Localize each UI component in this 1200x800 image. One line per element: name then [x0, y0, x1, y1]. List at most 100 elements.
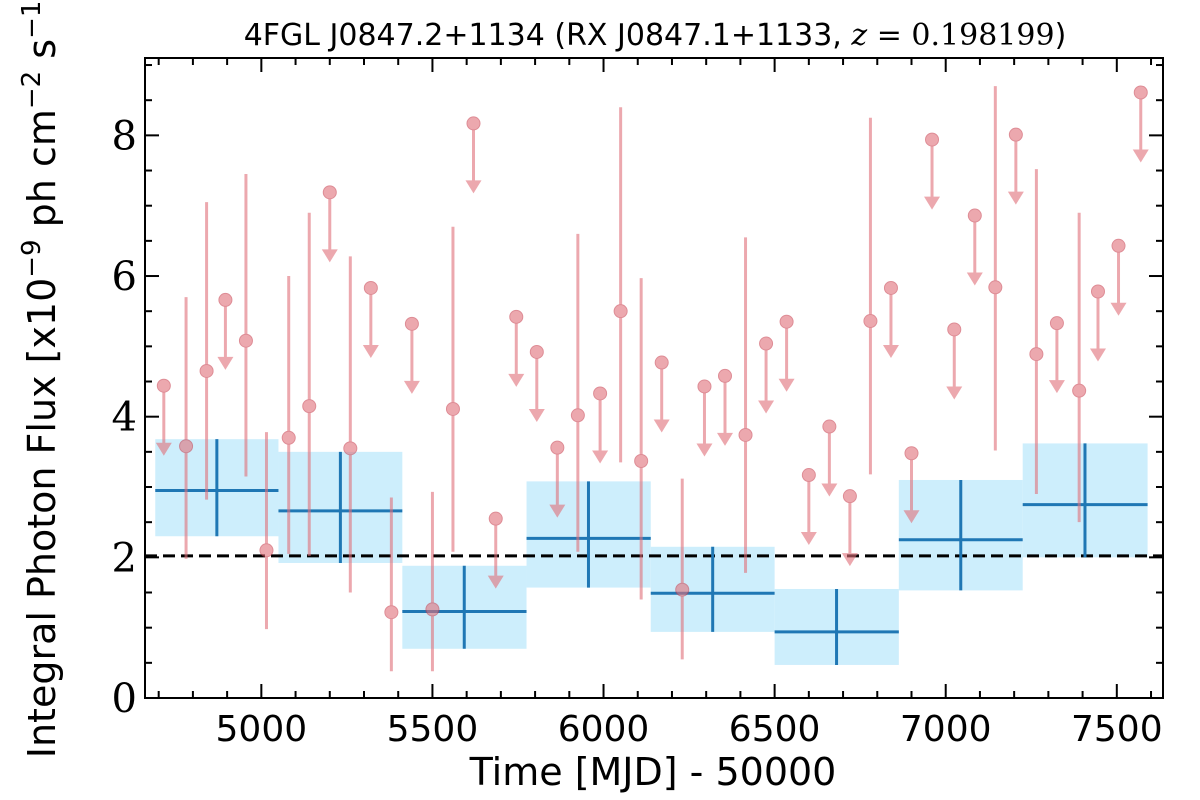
detection-4 — [281, 276, 296, 554]
upper-limit-arrow-14 — [758, 400, 775, 414]
upper-limit-marker-21 — [925, 132, 940, 147]
upper-limit-19 — [882, 280, 899, 358]
upper-limit-3 — [362, 280, 379, 358]
upper-limit-arrow-6 — [487, 575, 504, 589]
upper-limit-marker-6 — [488, 511, 503, 526]
binned-point-7 — [1022, 443, 1148, 558]
upper-limit-marker-8 — [529, 344, 544, 359]
y-tick-label-4: 4 — [112, 395, 137, 441]
upper-limit-arrow-10 — [592, 450, 609, 464]
binned-point-4 — [650, 546, 775, 632]
title-z-value: 0.198199 — [911, 18, 1054, 53]
ylabel-prefix: Integral Photon Flux [x10 — [20, 278, 64, 759]
detection-18 — [1072, 212, 1087, 523]
upper-limit-9 — [549, 440, 566, 518]
detection-marker-11 — [613, 304, 628, 319]
upper-limit-12 — [696, 379, 713, 457]
title-equals: = — [867, 18, 911, 53]
upper-limit-arrow-22 — [946, 386, 963, 400]
detection-17 — [1029, 169, 1044, 495]
detection-marker-0 — [179, 439, 194, 454]
binned-point-5 — [774, 588, 899, 665]
y-tick-label-6: 6 — [112, 254, 137, 300]
binned-point-2 — [402, 565, 527, 649]
detection-11 — [613, 107, 628, 463]
title-z-symbol: z — [850, 18, 867, 53]
detection-2 — [238, 174, 253, 477]
detection-marker-15 — [863, 314, 878, 329]
upper-limit-marker-16 — [801, 468, 816, 483]
detection-15 — [863, 117, 878, 475]
detection-marker-17 — [1029, 347, 1044, 362]
upper-limit-arrow-19 — [882, 344, 899, 358]
upper-limit-points — [155, 85, 1149, 589]
detection-marker-13 — [675, 582, 690, 597]
chart-title: 4FGL J0847.2+1134 (RX J0847.1+1133, z = … — [244, 18, 1067, 53]
upper-limit-marker-4 — [404, 316, 419, 331]
detection-5 — [302, 212, 317, 556]
upper-limit-arrow-11 — [653, 419, 670, 433]
upper-limit-arrow-24 — [1007, 191, 1024, 205]
ylabel-middle: ph cm — [20, 109, 64, 239]
upper-limit-marker-20 — [904, 446, 919, 461]
upper-limit-23 — [966, 208, 983, 286]
detection-12 — [634, 278, 649, 600]
y-tick-label-8: 8 — [112, 113, 137, 159]
detection-marker-9 — [445, 401, 460, 416]
upper-limit-2 — [321, 185, 338, 263]
detection-marker-12 — [634, 453, 649, 468]
upper-limit-0 — [155, 378, 172, 456]
binned-flux-points — [155, 439, 1148, 665]
upper-limit-arrow-25 — [1048, 380, 1065, 394]
upper-limit-marker-12 — [697, 379, 712, 394]
detection-points — [179, 86, 1087, 672]
upper-limit-20 — [903, 446, 920, 524]
upper-limit-5 — [465, 116, 482, 194]
binned-point-3 — [526, 481, 651, 588]
upper-limit-arrow-12 — [696, 443, 713, 457]
upper-limit-arrow-27 — [1110, 302, 1127, 316]
upper-limit-arrow-4 — [403, 380, 420, 394]
binned-error-bands — [155, 439, 1148, 665]
upper-limit-marker-13 — [718, 368, 733, 383]
detection-marker-2 — [238, 333, 253, 348]
upper-limit-arrow-26 — [1089, 348, 1106, 362]
upper-limit-arrow-5 — [465, 180, 482, 194]
upper-limit-marker-1 — [218, 292, 233, 307]
upper-limit-arrow-18 — [841, 553, 858, 567]
detection-marker-10 — [570, 408, 585, 423]
detection-6 — [343, 256, 358, 593]
upper-limit-marker-28 — [1133, 85, 1148, 100]
upper-limit-marker-27 — [1111, 238, 1126, 253]
binned-point-1 — [278, 451, 403, 563]
upper-limit-7 — [508, 309, 525, 387]
y-axis-ticks: 0 2 4 6 8 — [112, 64, 1163, 722]
upper-limit-marker-25 — [1049, 316, 1064, 331]
y-axis-label: Integral Photon Flux [x10−9 ph cm−2 s−1] — [17, 0, 64, 758]
detection-14 — [738, 237, 753, 573]
upper-limit-arrow-20 — [903, 510, 920, 524]
x-axis-label: Time [MJD] - 50000 — [469, 750, 837, 794]
ylabel-exp1: −9 — [17, 239, 47, 277]
binned-point-0 — [155, 439, 279, 537]
detection-16 — [988, 86, 1003, 451]
detection-10 — [570, 233, 585, 552]
upper-limit-marker-23 — [967, 208, 982, 223]
detection-marker-6 — [343, 441, 358, 456]
upper-limit-marker-9 — [550, 440, 565, 455]
upper-limit-arrow-13 — [717, 432, 734, 446]
upper-limit-25 — [1048, 316, 1065, 394]
upper-limit-13 — [717, 368, 734, 446]
upper-limit-22 — [946, 322, 963, 400]
x-tick-label-7500: 7500 — [1071, 709, 1163, 750]
upper-limit-arrow-2 — [321, 249, 338, 263]
x-tick-label-5000: 5000 — [216, 709, 308, 750]
binned-point-6 — [898, 479, 1023, 591]
title-prefix: 4FGL J0847.2+1134 (RX J0847.1+1133, — [244, 18, 852, 53]
upper-limit-24 — [1007, 127, 1024, 205]
detection-7 — [384, 497, 399, 672]
detection-8 — [425, 491, 440, 672]
upper-limit-1 — [217, 292, 234, 370]
detection-marker-1 — [199, 363, 214, 378]
